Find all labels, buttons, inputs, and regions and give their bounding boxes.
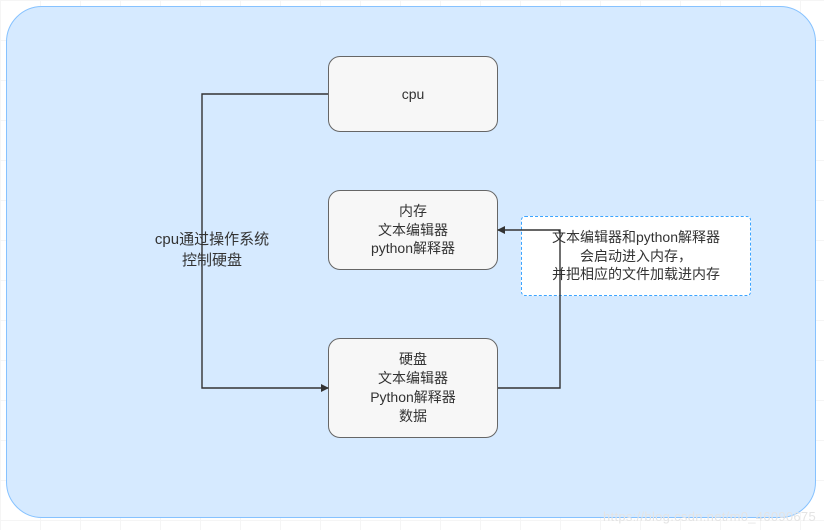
watermark: https://blog.csdn.net/m0_46090675	[603, 509, 816, 524]
node-cpu-label: cpu	[402, 85, 425, 104]
node-disk-label: 硬盘 文本编辑器 Python解释器 数据	[370, 350, 456, 426]
note-box-label: 文本编辑器和python解释器 会启动进入内存， 并把相应的文件加载进内存	[552, 228, 720, 285]
node-cpu: cpu	[328, 56, 498, 132]
watermark-text: https://blog.csdn.net/m0_46090675	[603, 509, 816, 524]
diagram-canvas: cpu 内存 文本编辑器 python解释器 硬盘 文本编辑器 Python解释…	[0, 0, 824, 530]
node-memory-label: 内存 文本编辑器 python解释器	[371, 202, 455, 259]
node-memory: 内存 文本编辑器 python解释器	[328, 190, 498, 270]
node-disk: 硬盘 文本编辑器 Python解释器 数据	[328, 338, 498, 438]
note-box: 文本编辑器和python解释器 会启动进入内存， 并把相应的文件加载进内存	[521, 216, 751, 296]
left-caption: cpu通过操作系统 控制硬盘	[122, 210, 302, 271]
left-caption-text: cpu通过操作系统 控制硬盘	[155, 231, 269, 268]
